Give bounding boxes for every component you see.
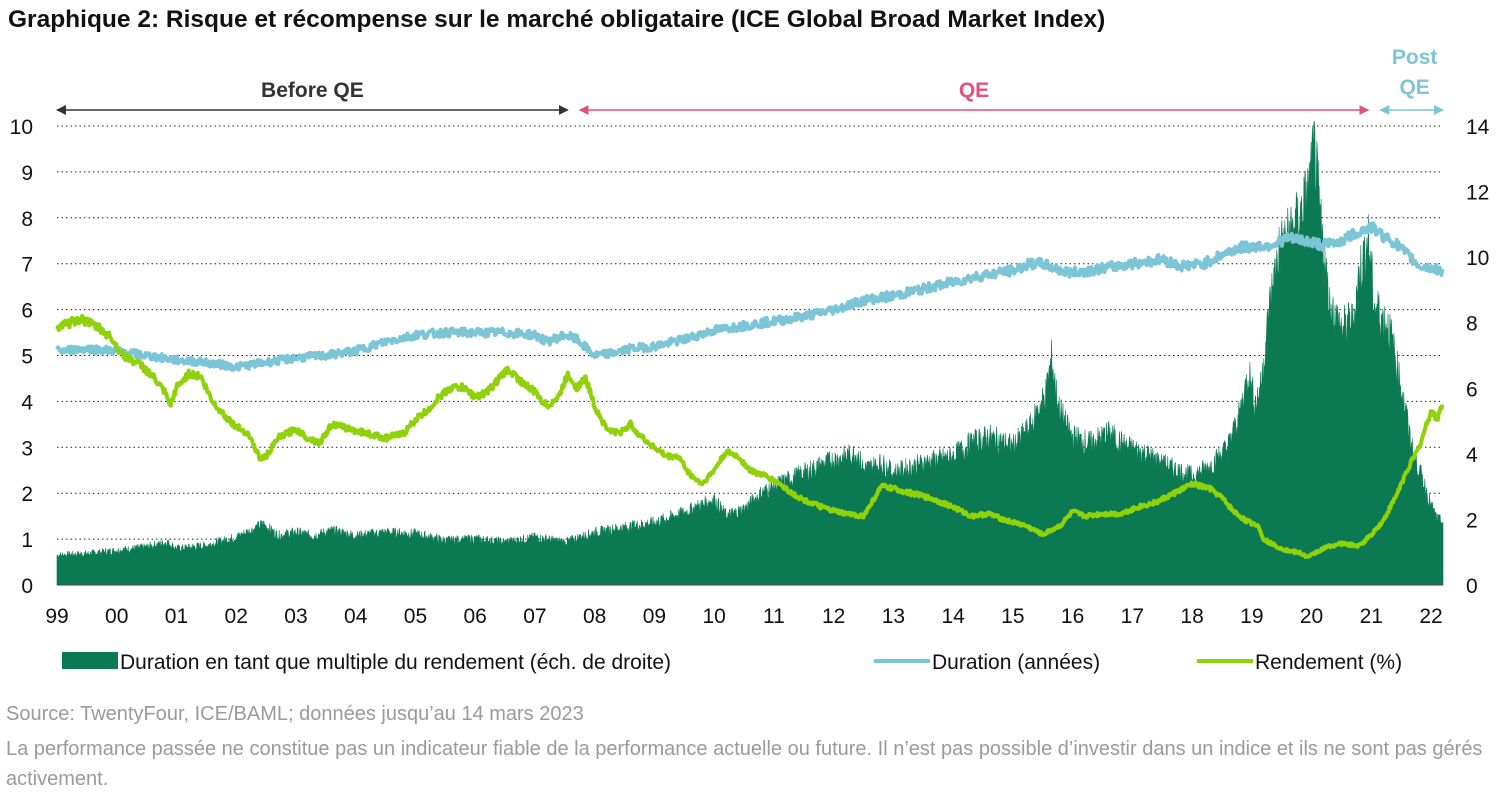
chart-title: Graphique 2: Risque et récompense sur le…: [8, 6, 1106, 33]
x-tick-label: 17: [1121, 605, 1144, 628]
x-tick-label: 14: [941, 605, 965, 628]
legend-label: Duration (années): [932, 651, 1100, 674]
x-tick-label: 15: [1001, 605, 1024, 628]
y-right-tick-label: 6: [1466, 378, 1478, 401]
x-tick-label: 05: [404, 605, 427, 628]
x-tick-label: 99: [45, 605, 68, 628]
y-right-tick-label: 14: [1466, 116, 1490, 139]
x-tick-label: 00: [105, 605, 128, 628]
y-left-tick-label: 9: [21, 162, 33, 185]
x-tick-label: 12: [822, 605, 845, 628]
y-left-tick-label: 5: [21, 346, 33, 369]
y-right-tick-label: 12: [1466, 182, 1489, 205]
y-left-tick-label: 1: [21, 529, 33, 552]
legend-label: Rendement (%): [1255, 651, 1402, 674]
phase-label: Post: [1392, 46, 1438, 69]
y-left-tick-label: 6: [21, 300, 33, 323]
y-left-tick-label: 10: [10, 116, 33, 139]
line-yield: [55, 313, 1445, 559]
x-tick-label: 01: [165, 605, 188, 628]
y-right-tick-label: 4: [1466, 444, 1478, 467]
legend-swatch: [62, 652, 118, 669]
y-left-tick-label: 4: [21, 391, 33, 414]
x-tick-label: 02: [225, 605, 248, 628]
line-series-layer: [55, 221, 1445, 559]
y-right-tick-label: 0: [1466, 575, 1478, 598]
x-tick-label: 07: [523, 605, 546, 628]
area-duration-multiple: [56, 121, 1444, 586]
legend: Duration en tant que multiple du rendeme…: [62, 651, 1402, 674]
x-tick-label: 20: [1300, 605, 1323, 628]
phase-annotations: Before QE QE Post QE: [56, 46, 1444, 115]
line-duration: [55, 221, 1445, 372]
x-tick-label: 04: [344, 605, 368, 628]
y-left-tick-label: 3: [21, 437, 33, 460]
y-left-tick-label: 2: [21, 483, 33, 506]
phase-label: QE: [959, 79, 989, 102]
x-tick-label: 16: [1061, 605, 1084, 628]
x-tick-label: 21: [1360, 605, 1383, 628]
y-right-tick-label: 8: [1466, 313, 1478, 336]
x-tick-label: 10: [702, 605, 725, 628]
y-left-tick-label: 7: [21, 254, 33, 277]
phase-label: QE: [1399, 76, 1429, 99]
x-tick-label: 03: [284, 605, 307, 628]
x-tick-label: 09: [643, 605, 666, 628]
x-tick-label: 18: [1180, 605, 1203, 628]
area-series-layer: [56, 121, 1444, 586]
y-left-tick-label: 8: [21, 208, 33, 231]
x-tick-label: 22: [1419, 605, 1442, 628]
y-right-tick-label: 10: [1466, 247, 1489, 270]
x-tick-label: 13: [882, 605, 905, 628]
x-tick-label: 08: [583, 605, 606, 628]
x-tick-label: 19: [1240, 605, 1263, 628]
y-left-tick-label: 0: [21, 575, 33, 598]
phase-label: Before QE: [261, 79, 364, 102]
disclaimer-note: La performance passée ne constitue pas u…: [6, 738, 1483, 790]
x-tick-label: 11: [763, 605, 785, 628]
y-right-tick-label: 2: [1466, 509, 1478, 532]
source-note: Source: TwentyFour, ICE/BAML; données ju…: [6, 703, 584, 725]
legend-label: Duration en tant que multiple du rendeme…: [120, 651, 671, 674]
x-tick-label: 06: [464, 605, 487, 628]
